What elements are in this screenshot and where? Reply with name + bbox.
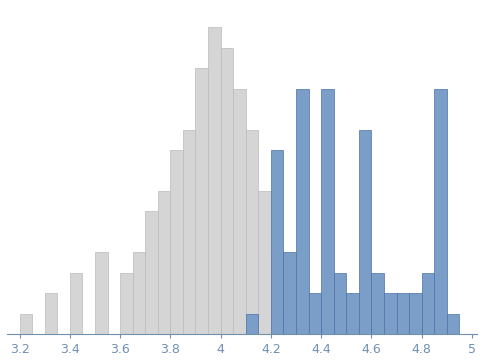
Bar [359,130,371,334]
Bar [296,89,309,334]
Bar [158,191,170,334]
Bar [409,293,422,334]
Bar [45,293,57,334]
Bar [246,314,258,334]
Bar [271,252,284,334]
Bar [384,293,396,334]
Bar [371,273,384,334]
Bar [321,89,334,334]
Bar [221,48,233,334]
Bar [434,89,447,334]
Bar [70,273,82,334]
Bar [422,273,434,334]
Bar [95,252,107,334]
Bar [133,252,145,334]
Bar [145,211,158,334]
Bar [334,273,347,334]
Bar [284,252,296,334]
Bar [309,293,321,334]
Bar [246,130,258,334]
Bar [19,314,32,334]
Bar [208,27,221,334]
Bar [271,150,284,334]
Bar [258,191,271,334]
Bar [233,89,246,334]
Bar [120,273,133,334]
Bar [447,314,459,334]
Bar [196,68,208,334]
Bar [183,130,196,334]
Bar [347,293,359,334]
Bar [396,293,409,334]
Bar [170,150,183,334]
